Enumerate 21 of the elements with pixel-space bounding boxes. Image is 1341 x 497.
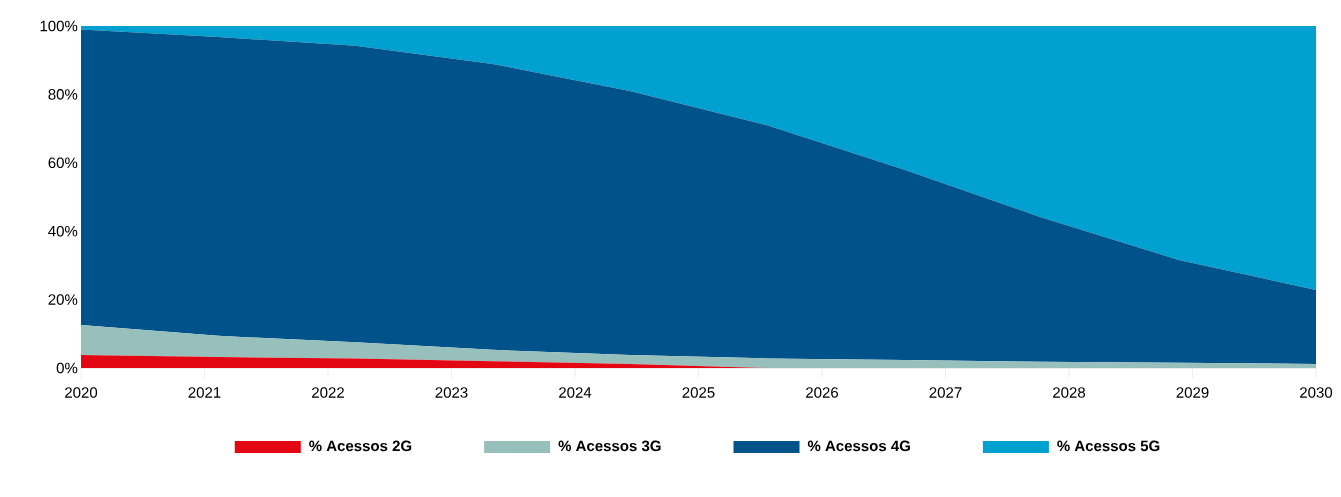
x-tick-label: 2027	[929, 387, 962, 398]
x-tick-label: 2020	[65, 387, 98, 398]
x-tick-label: 2021	[188, 387, 221, 398]
x-tick-label: 2030	[1300, 387, 1333, 398]
y-tick-label: 100%	[40, 20, 78, 32]
legend-label: % Acessos 2G	[309, 440, 412, 452]
y-tick-label: 60%	[48, 157, 78, 169]
y-tick-label: 20%	[48, 294, 78, 305]
x-tick-label: 2022	[312, 387, 344, 398]
y-tick-label: 80%	[48, 89, 78, 100]
legend-label: % Acessos 3G	[558, 440, 661, 452]
x-tick-label: 2025	[682, 387, 715, 398]
y-tick-label: 0%	[56, 362, 78, 374]
x-tick-label: 2024	[559, 387, 592, 398]
x-tick-label: 2028	[1053, 387, 1086, 398]
x-tick-label: 2023	[435, 387, 468, 398]
y-tick-label: 40%	[48, 225, 78, 237]
x-tick-label: 2026	[806, 387, 839, 398]
x-tick-label: 2029	[1176, 387, 1209, 398]
legend-label: % Acessos 5G	[1057, 440, 1160, 452]
legend-label: % Acessos 4G	[807, 440, 910, 452]
